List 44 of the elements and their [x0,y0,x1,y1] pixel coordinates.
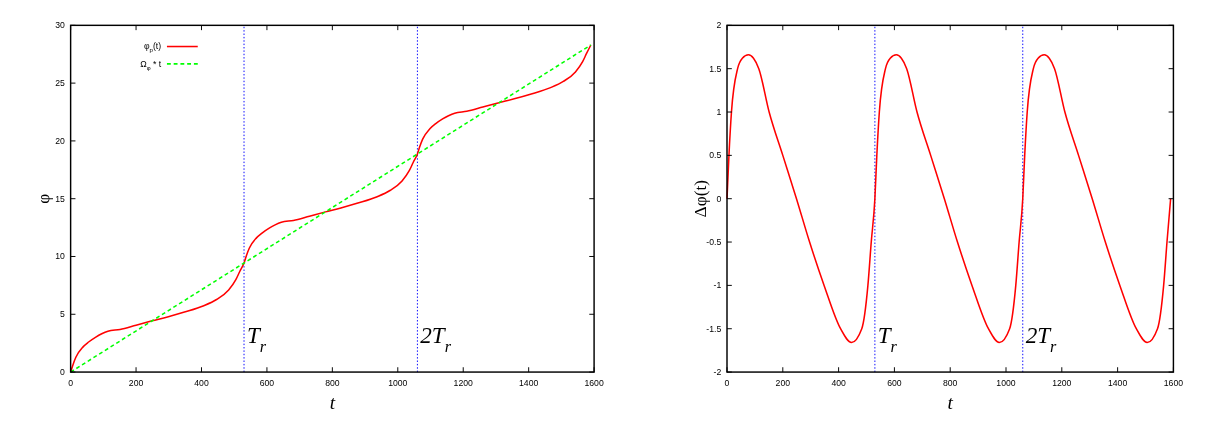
y-tick-label: 2 [716,20,722,31]
x-tick-label: 1000 [388,377,408,388]
x-tick-label: 0 [68,377,74,388]
x-tick-label: 800 [942,377,958,388]
ref-line-label: 2T$_{r}$ [1025,322,1058,355]
y-tick-label: 1 [716,106,722,117]
y-tick-label: 0 [716,193,722,204]
legend-label: Ω$_{φ}$ * t [140,58,162,71]
y-tick-label: 1.5 [709,63,722,74]
x-axis-title: t [329,391,336,413]
ref-line-label: 2T$_{r}$ [420,322,452,355]
ref-line-label: T$_{r}$ [877,322,898,355]
x-tick-label: 400 [194,377,209,388]
legend-label: φ$_{p}$(t) [143,41,162,54]
y-axis-title: Δφ(t) [690,179,710,218]
x-axis-title: t [947,391,954,413]
ref-line-label: T$_{r}$ [246,322,267,355]
x-tick-label: 1400 [519,377,539,388]
y-tick-label: 25 [55,78,66,89]
x-tick-label: 1000 [996,377,1016,388]
x-tick-label: 1600 [584,377,604,388]
x-tick-label: 800 [325,377,340,388]
x-tick-label: 1200 [1052,377,1072,388]
y-tick-label: 5 [60,309,66,320]
y-tick-label: 10 [55,251,66,262]
x-tick-label: 600 [887,377,902,388]
y-tick-label: -2 [713,366,722,377]
x-tick-label: 200 [128,377,144,388]
x-tick-label: 1600 [1163,377,1184,388]
x-tick-label: 0 [724,377,730,388]
y-tick-label: 15 [55,193,66,204]
x-tick-label: 200 [775,377,791,388]
y-tick-label: 30 [55,20,66,31]
x-tick-label: 1400 [1107,377,1128,388]
x-tick-label: 1200 [453,377,474,388]
x-tick-label: 400 [831,377,847,388]
y-axis-title: φ [34,193,54,204]
y-tick-label: 0 [60,366,66,377]
y-tick-label: -0.5 [706,236,722,247]
y-tick-label: 20 [55,135,66,146]
x-tick-label: 600 [259,377,275,388]
y-tick-label: -1 [713,280,722,291]
y-tick-label: -1.5 [706,323,722,334]
y-tick-label: 0.5 [709,150,722,161]
